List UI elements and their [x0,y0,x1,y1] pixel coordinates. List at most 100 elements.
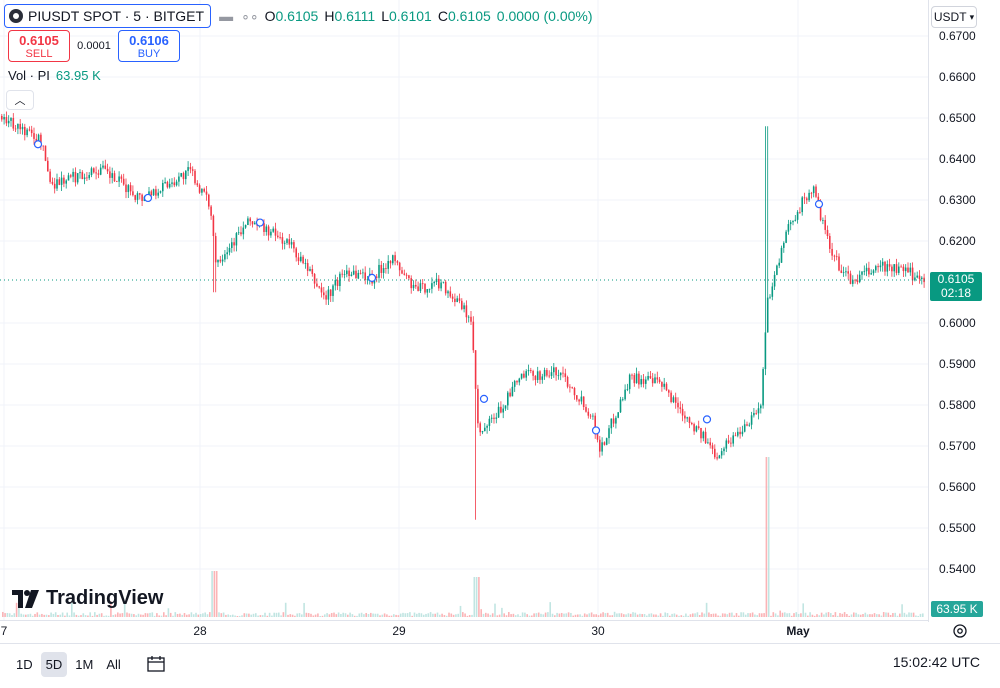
more-options-icon[interactable]: ∘∘ [241,7,259,24]
volume-bar [202,613,204,617]
candle-body [895,264,898,273]
bottom-toolbar: 1D 5D 1M All [0,643,1000,684]
volume-bar [887,612,890,617]
candle-body [274,228,277,236]
candle-body [806,198,808,201]
settings-gear-icon[interactable] [952,623,968,639]
candle-body [921,277,923,279]
candle-body [617,412,619,418]
volume-bar [526,614,528,617]
candle-body [56,179,58,189]
candle-body [647,375,649,380]
candle-body [293,242,295,249]
candle-body [166,181,169,188]
candle-body [518,378,521,383]
volume-bar [675,614,678,617]
volume-bar [537,612,540,617]
volume-bar [825,612,827,617]
currency-selector[interactable]: USDT ▾ [931,6,977,28]
buy-button[interactable]: 0.6106 BUY [118,30,180,62]
candle-body [329,289,332,296]
volume-bar [15,602,18,617]
candle-body [490,417,493,419]
bar-countdown: 02:18 [940,286,972,300]
candle-body [265,226,268,232]
candle-body [808,192,810,201]
candle-body [585,407,587,412]
chart-area[interactable] [0,0,928,622]
candle-body [582,396,585,408]
candle-body [417,286,419,291]
candle-body [309,268,311,271]
volume-bar [452,614,455,617]
volume-bar [648,613,650,617]
range-button-1m[interactable]: 1M [75,656,94,672]
utc-clock[interactable]: 15:02:42 UTC [892,654,980,670]
volume-bar [455,614,457,617]
candle-body [127,185,130,193]
candle-body [902,266,905,272]
volume-bar [512,613,515,617]
event-marker-icon[interactable] [33,140,43,149]
candle-body [171,182,173,184]
volume-bar [669,615,671,617]
candle-body [486,425,488,428]
candle-body [500,406,502,413]
volume-bar [873,613,876,617]
symbol-selector[interactable]: PIUSDT SPOT · 5 · BITGET [4,4,212,28]
price-tick: 0.6000 [939,316,976,330]
range-button-5d[interactable]: 5D [40,651,68,677]
candle-body [304,263,307,264]
collapse-legend-button[interactable]: ︿ [6,90,34,110]
event-marker-icon[interactable] [255,218,265,227]
candle-body [511,386,514,397]
candle-body [198,185,201,193]
event-marker-icon[interactable] [814,200,824,209]
event-marker-icon[interactable] [591,426,601,435]
volume-bar [135,615,137,617]
candle-body [488,418,491,426]
range-button-1d[interactable]: 1D [16,656,33,672]
candle-body [334,280,337,286]
candle-body [26,129,28,136]
volume-legend-label: Vol · PI [8,68,50,83]
event-marker-icon[interactable] [702,415,712,424]
candle-body [141,194,143,201]
candle-body [564,373,567,377]
candle-body [10,117,12,121]
volume-bar [468,615,471,617]
range-button-all[interactable]: All [106,656,121,672]
event-marker-icon[interactable] [367,273,377,282]
volume-bar [439,614,441,617]
volume-bar [220,613,223,617]
candle-body [635,373,638,384]
volume-bar [287,614,289,617]
candle-body [81,172,84,180]
candle-body [753,412,755,416]
price-axis[interactable]: 0.6700 0.6600 0.6500 0.6400 0.6300 0.6200 0.60… [928,0,1000,622]
volume-bar [609,615,611,617]
flag-icon[interactable]: ▬ [219,8,234,24]
volume-bar [50,612,52,617]
candle-body [815,186,817,197]
sell-button[interactable]: 0.6105 SELL [8,30,70,62]
candle-body [251,221,254,225]
price-chart[interactable] [0,0,928,622]
volume-bar [781,612,784,617]
candle-body [746,424,748,426]
volume-bar [567,612,570,617]
candle-body [888,264,891,267]
tradingview-logo[interactable]: TradingView [12,587,163,610]
candle-body [189,167,192,170]
event-marker-icon[interactable] [143,193,153,203]
candle-body [380,264,383,273]
volume-bar [832,614,834,617]
candle-body [670,392,672,403]
volume-bar [206,614,209,617]
event-marker-icon[interactable] [479,394,489,403]
volume-bar [6,612,9,617]
volume-bar [144,613,147,617]
candle-body [711,445,714,449]
date-range-icon[interactable] [146,655,166,673]
